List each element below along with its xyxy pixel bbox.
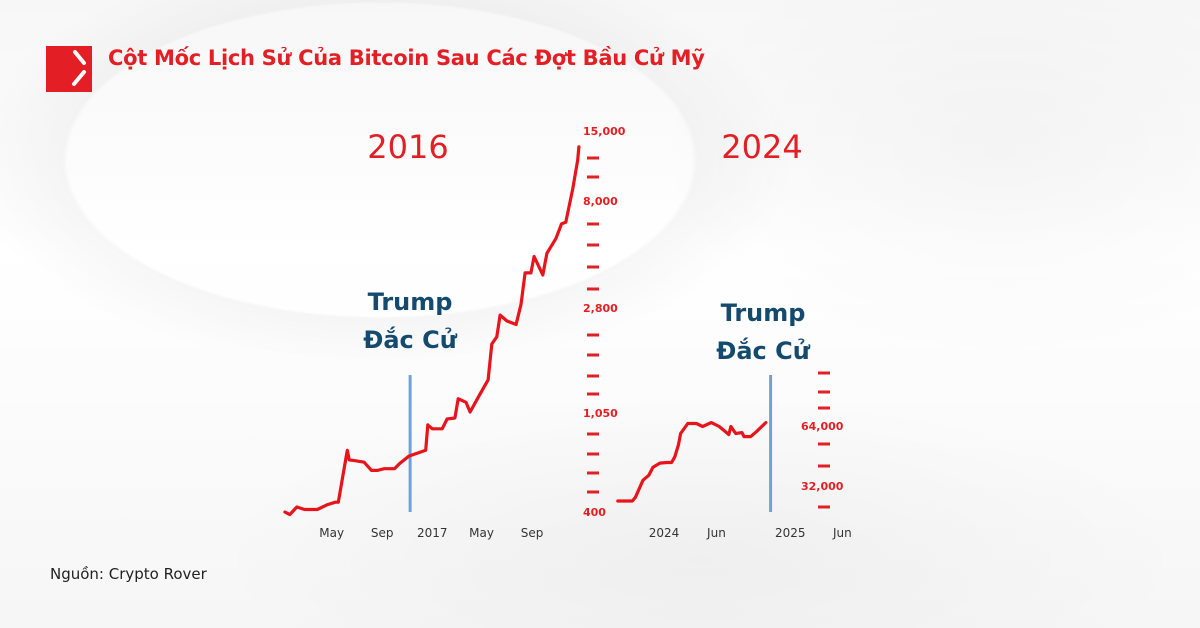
annotation-2024: Trump Đắc Cử: [716, 294, 810, 370]
source-note: Nguồn: Crypto Rover: [50, 565, 207, 583]
y-tick-label: 32,000: [801, 480, 844, 493]
price-line: [616, 421, 768, 503]
x-tick-label: Jun: [832, 526, 852, 540]
x-tick-label: May: [319, 526, 344, 540]
price-line: [283, 145, 581, 517]
annotation-2016: Trump Đắc Cử: [363, 283, 457, 359]
y-tick-label: 400: [583, 506, 606, 519]
x-tick-label: May: [469, 526, 494, 540]
y-tick-label: 64,000: [801, 420, 844, 433]
y-tick-label: 8,000: [583, 195, 618, 208]
brand-logo-icon: [46, 46, 92, 92]
x-tick-label: Sep: [371, 526, 394, 540]
y-tick-label: 1,050: [583, 407, 618, 420]
y-tick-label: 2,800: [583, 302, 618, 315]
annotation-line2: Đắc Cử: [716, 337, 810, 365]
x-tick-label: Sep: [521, 526, 544, 540]
x-tick-label: 2024: [649, 526, 680, 540]
chart-title-2024: 2024: [721, 128, 803, 166]
chart-title-2016: 2016: [367, 128, 449, 166]
annotation-line2: Đắc Cử: [363, 326, 457, 354]
y-tick-label: 15,000: [583, 125, 626, 138]
x-tick-label: Jun: [706, 526, 726, 540]
page-title: Cột Mốc Lịch Sử Của Bitcoin Sau Các Đợt …: [108, 46, 705, 70]
annotation-line1: Trump: [720, 299, 806, 327]
x-tick-label: 2025: [775, 526, 806, 540]
x-tick-label: 2017: [417, 526, 448, 540]
annotation-line1: Trump: [367, 288, 453, 316]
